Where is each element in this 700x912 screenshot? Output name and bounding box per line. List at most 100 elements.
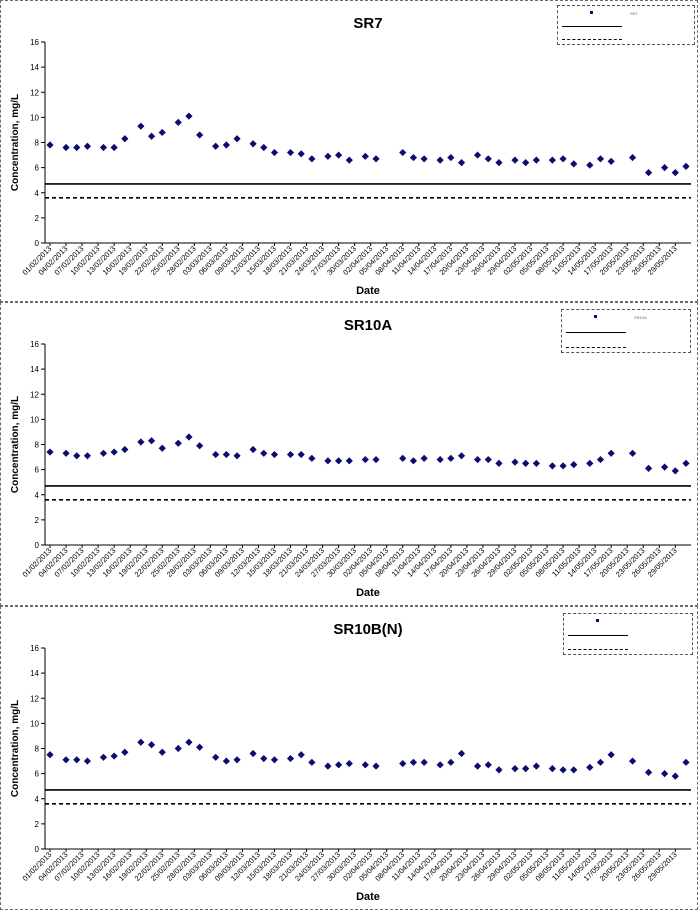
y-tick-label: 6 (35, 770, 40, 779)
y-tick-label: 14 (30, 365, 39, 374)
data-point (447, 153, 455, 162)
data-point (185, 433, 193, 441)
data-point (548, 462, 556, 470)
data-point (345, 156, 353, 164)
data-point (147, 437, 156, 445)
data-point (324, 152, 332, 160)
data-point (628, 449, 637, 457)
data-point (409, 153, 418, 162)
data-point (522, 765, 530, 773)
data-point (457, 159, 466, 167)
data-point (233, 452, 241, 460)
data-point (671, 772, 679, 780)
data-point (628, 153, 637, 162)
x-axis-label: Date (356, 285, 380, 297)
data-point (559, 155, 567, 163)
data-point (596, 758, 605, 766)
legend-item (568, 616, 688, 626)
y-tick-label: 6 (35, 164, 40, 173)
data-point (420, 454, 428, 462)
data-point (586, 161, 594, 169)
data-point (457, 452, 466, 460)
legend-item (566, 342, 686, 352)
data-point (83, 452, 92, 460)
data-point (586, 459, 594, 467)
chart-legend: SR10A (561, 309, 691, 353)
y-tick-label: 12 (30, 694, 39, 703)
data-point (196, 131, 204, 139)
data-point (522, 459, 530, 467)
data-point (361, 455, 369, 464)
data-point (324, 762, 332, 770)
legend-swatch (566, 312, 626, 322)
y-axis-label: Concentration, mg/L (10, 94, 21, 191)
y-tick-label: 0 (35, 239, 40, 248)
data-point (260, 143, 268, 152)
chart-panel-sr7: SR7 0 2 4 6 8 10 12 14 16 Concentration, mg/L 01/02… (0, 0, 698, 302)
data-point (607, 751, 615, 759)
data-point (137, 122, 145, 130)
data-point (174, 744, 182, 753)
legend-swatch (562, 21, 622, 31)
data-point (335, 151, 343, 159)
y-tick-label: 12 (30, 88, 39, 97)
data-point (484, 455, 492, 464)
y-tick-label: 4 (35, 795, 40, 804)
legend-swatch (562, 8, 622, 18)
legend-label: SR7 (630, 10, 638, 16)
data-point (399, 148, 407, 157)
data-point (511, 156, 519, 164)
data-point (147, 741, 156, 749)
legend-label: SR10A (634, 314, 647, 320)
y-tick-label: 0 (35, 845, 40, 854)
data-point (522, 159, 530, 167)
data-point (99, 753, 108, 761)
y-tick-label: 14 (30, 669, 39, 678)
y-tick-label: 4 (35, 189, 40, 198)
data-point (661, 770, 669, 778)
data-point (158, 128, 166, 137)
data-point (682, 162, 690, 170)
data-point (532, 762, 540, 770)
data-point (671, 169, 679, 177)
y-tick-label: 10 (30, 113, 39, 122)
data-point (46, 448, 54, 456)
y-tick-label: 2 (35, 820, 40, 829)
data-point (222, 757, 230, 765)
data-point (110, 752, 118, 760)
data-point (212, 142, 220, 150)
data-point (99, 143, 108, 152)
data-point (147, 132, 156, 140)
legend-swatch (568, 630, 628, 640)
y-tick-label: 16 (30, 644, 39, 653)
data-point (484, 761, 492, 769)
legend-swatch (568, 616, 628, 626)
data-point (233, 756, 241, 764)
data-point (324, 457, 332, 465)
data-point (570, 766, 578, 774)
y-axis-label: Concentration, mg/L (10, 396, 21, 493)
data-point (260, 449, 268, 457)
data-point (559, 766, 567, 774)
x-axis-label: Date (356, 891, 380, 903)
data-point (110, 448, 118, 456)
data-point (372, 155, 380, 163)
data-point (335, 761, 343, 769)
data-point (420, 758, 428, 766)
data-point (682, 459, 690, 467)
data-point (62, 756, 70, 764)
y-tick-label: 8 (35, 441, 40, 450)
chart-title: SR7 (353, 15, 382, 32)
y-tick-label: 10 (30, 719, 39, 728)
y-tick-label: 16 (30, 340, 39, 349)
data-point (596, 455, 605, 464)
data-point (174, 118, 182, 126)
chart-legend (563, 613, 693, 655)
legend-swatch (562, 34, 622, 44)
y-tick-label: 2 (35, 516, 40, 525)
data-point (297, 150, 305, 158)
data-point (399, 454, 407, 462)
data-point (46, 751, 54, 759)
data-point (671, 467, 679, 475)
